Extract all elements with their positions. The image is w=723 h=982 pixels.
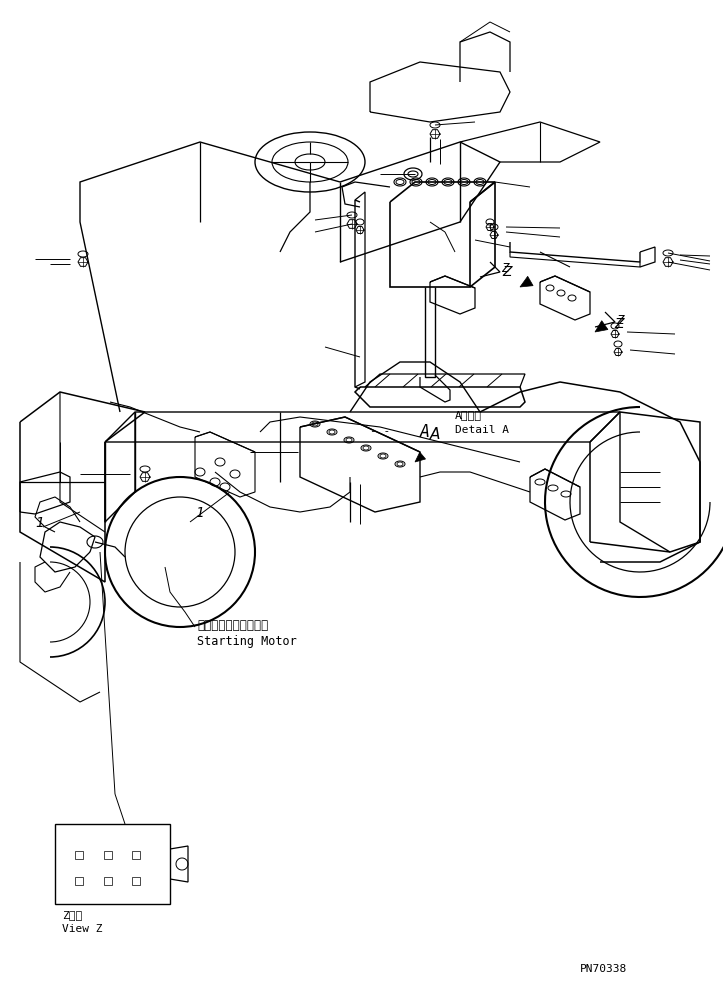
Text: PN70338: PN70338 bbox=[580, 964, 628, 974]
Text: A　詳細: A 詳細 bbox=[455, 410, 482, 420]
Text: Z: Z bbox=[616, 314, 623, 327]
Bar bbox=[74, 850, 82, 858]
Text: Z: Z bbox=[502, 265, 511, 279]
Polygon shape bbox=[415, 452, 426, 462]
Polygon shape bbox=[595, 321, 608, 332]
Text: Starting Motor: Starting Motor bbox=[197, 635, 296, 648]
Text: Z: Z bbox=[614, 317, 623, 331]
Text: 1: 1 bbox=[35, 516, 44, 530]
Bar bbox=[74, 877, 82, 886]
Bar bbox=[55, 824, 170, 904]
Bar bbox=[132, 850, 140, 858]
Text: A: A bbox=[430, 427, 440, 442]
Text: Z: Z bbox=[501, 262, 508, 275]
Text: Detail A: Detail A bbox=[455, 425, 509, 435]
Text: - -: - - bbox=[370, 426, 390, 436]
Text: A: A bbox=[420, 423, 430, 441]
Polygon shape bbox=[520, 276, 533, 287]
Text: Z　視: Z 視 bbox=[62, 910, 82, 920]
Bar bbox=[132, 877, 140, 886]
Bar bbox=[103, 877, 111, 886]
Bar bbox=[103, 850, 111, 858]
Text: 1: 1 bbox=[195, 506, 203, 520]
Text: スターティングモータ: スターティングモータ bbox=[197, 619, 268, 632]
Text: View Z: View Z bbox=[62, 924, 103, 934]
